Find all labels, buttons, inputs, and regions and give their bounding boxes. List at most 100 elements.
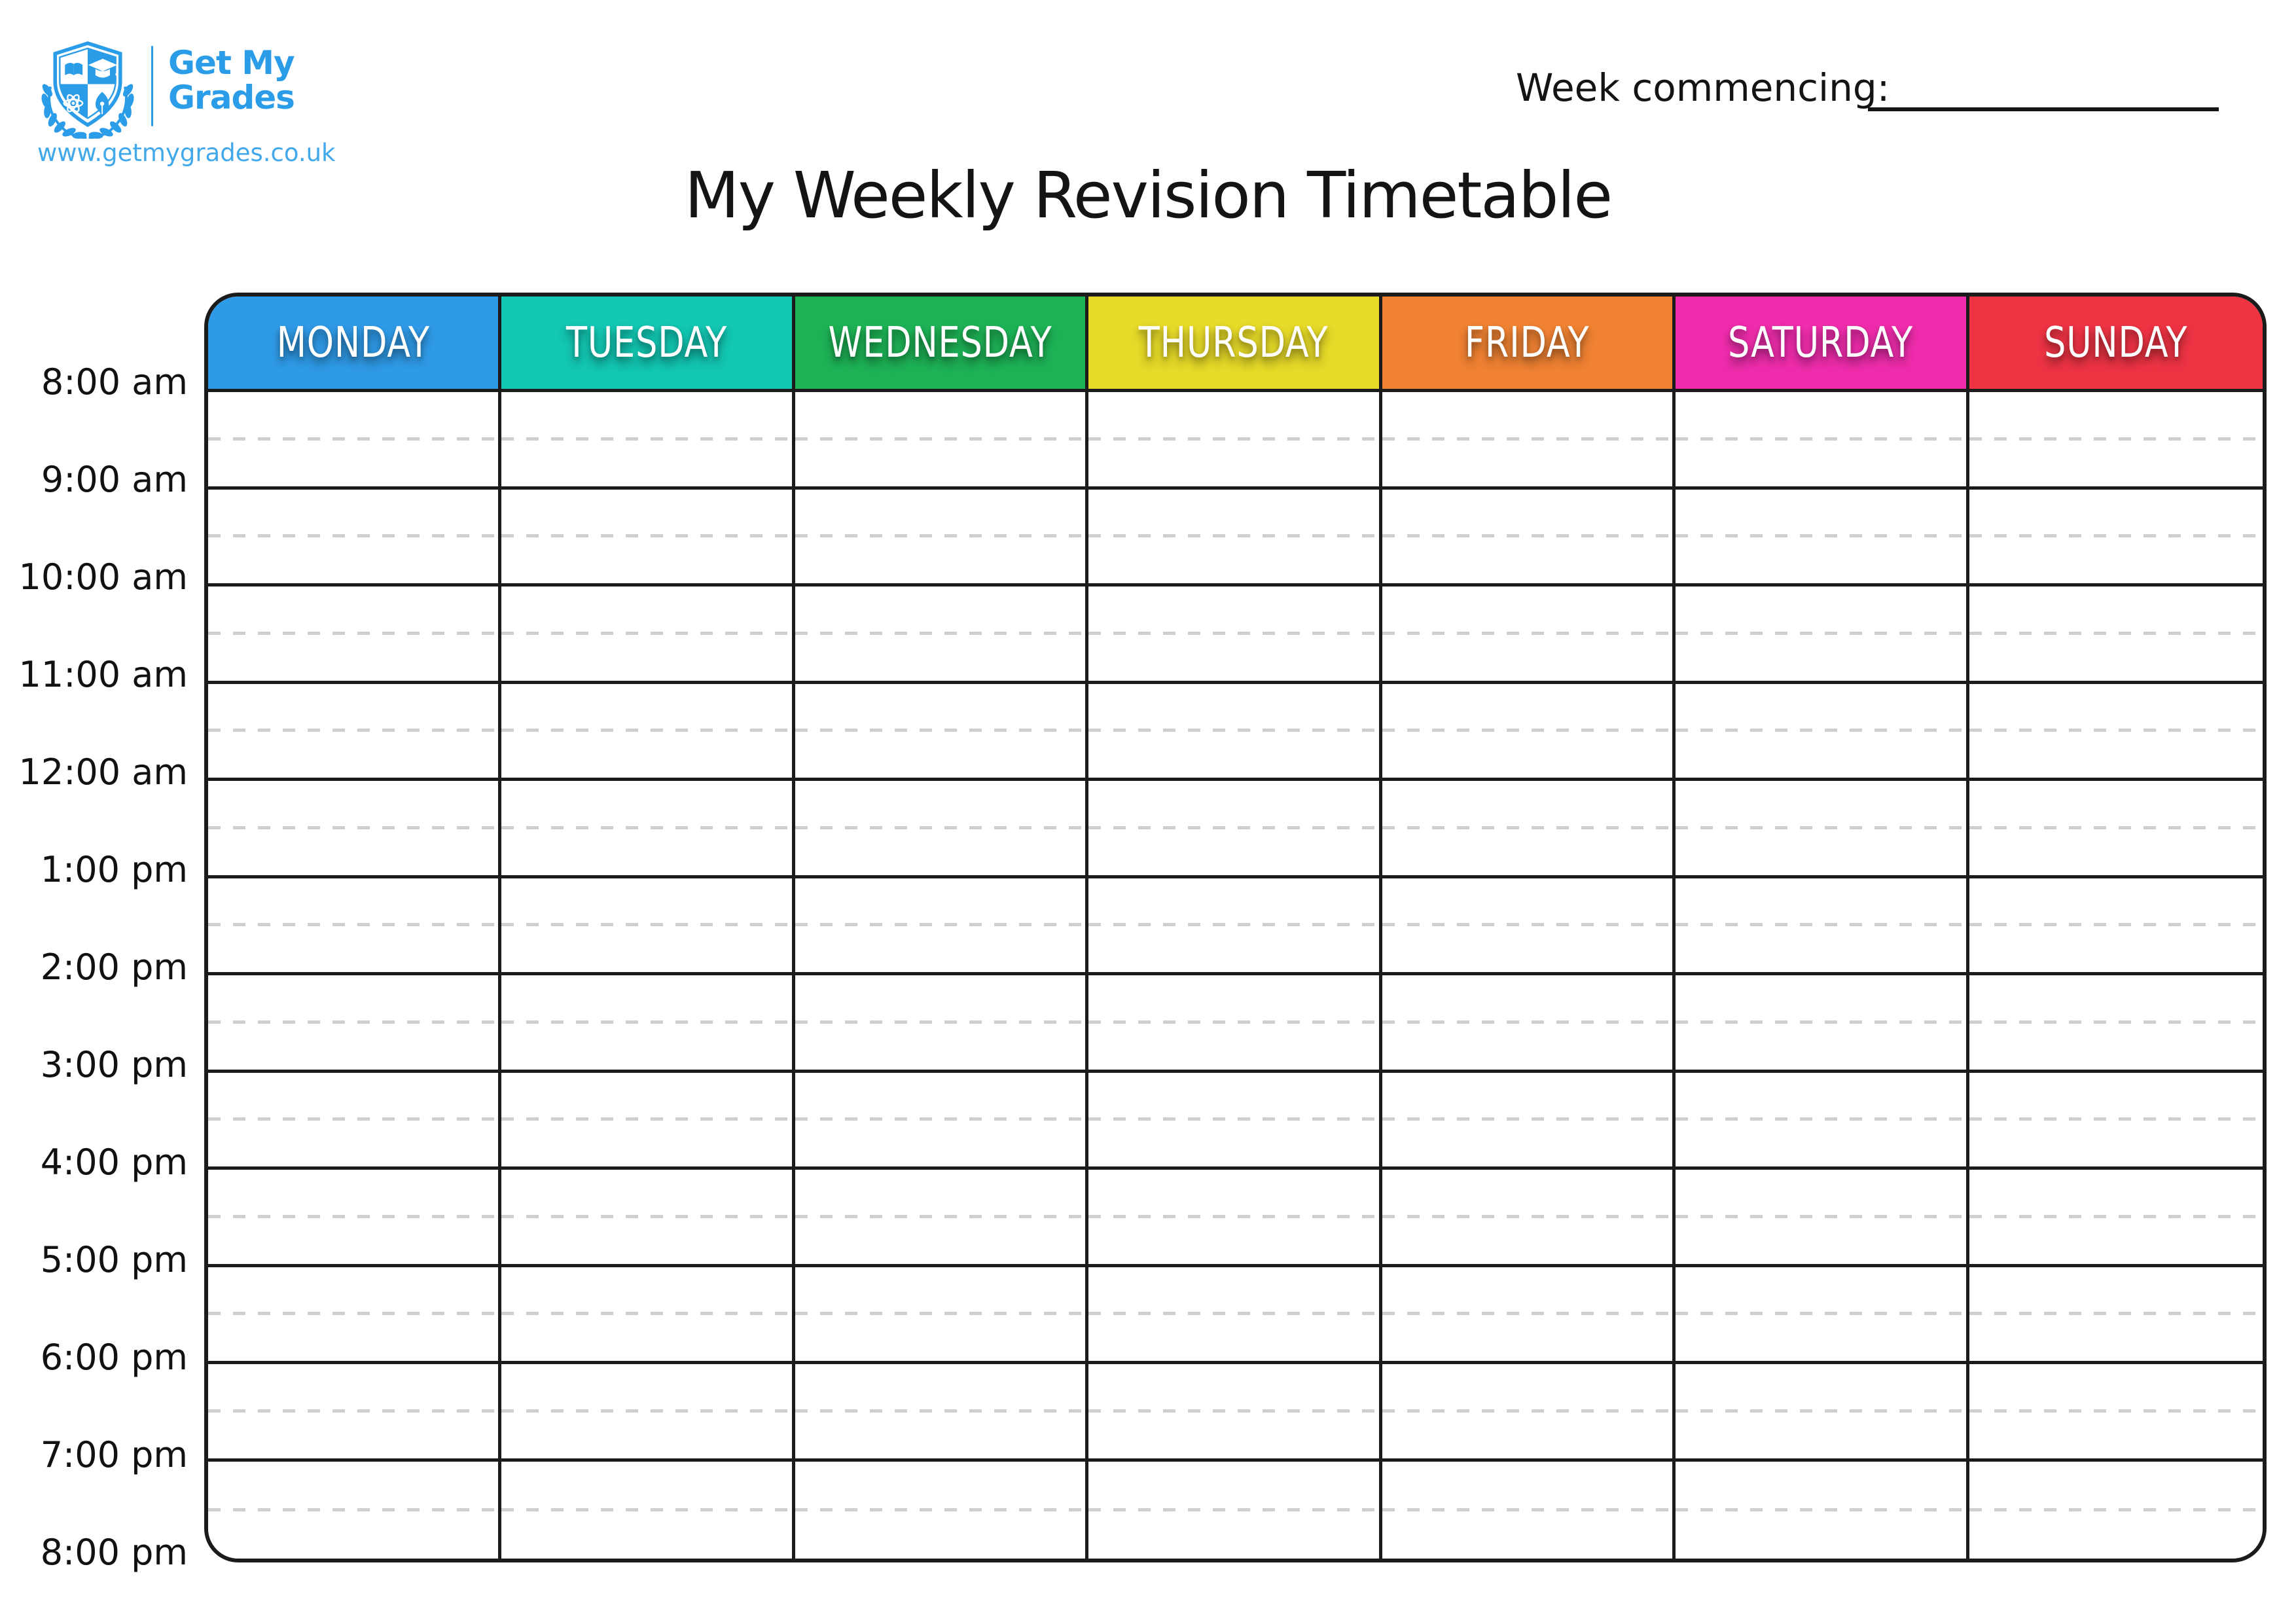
- slot-monday-hour11[interactable]: [208, 1461, 502, 1559]
- slot-friday-hour11[interactable]: [1382, 1461, 1676, 1559]
- graduation-cap-icon: [88, 58, 119, 78]
- slot-monday-hour9[interactable]: [208, 1267, 502, 1364]
- slot-sunday-hour10[interactable]: [1969, 1364, 2263, 1462]
- day-header-wednesday: WEDNESDAY: [795, 297, 1089, 389]
- slot-monday-hour1[interactable]: [208, 489, 502, 586]
- slot-thursday-hour7[interactable]: [1088, 1072, 1382, 1170]
- slot-tuesday-hour8[interactable]: [501, 1170, 795, 1267]
- slot-friday-hour6[interactable]: [1382, 975, 1676, 1073]
- slot-wednesday-hour11[interactable]: [795, 1461, 1089, 1559]
- slot-thursday-hour1[interactable]: [1088, 489, 1382, 586]
- slot-tuesday-hour5[interactable]: [501, 878, 795, 975]
- slot-saturday-hour0[interactable]: [1676, 392, 1969, 490]
- slot-friday-hour2[interactable]: [1382, 586, 1676, 684]
- slot-tuesday-hour6[interactable]: [501, 975, 795, 1073]
- day-header-row: MONDAY TUESDAY WEDNESDAY THURSDAY FRIDAY SATU…: [208, 297, 2263, 392]
- slot-wednesday-hour3[interactable]: [795, 683, 1089, 781]
- slot-tuesday-hour4[interactable]: [501, 781, 795, 878]
- slot-wednesday-hour0[interactable]: [795, 392, 1089, 490]
- brand-website: www.getmygrades.co.uk: [37, 139, 336, 167]
- slot-saturday-hour3[interactable]: [1676, 683, 1969, 781]
- slot-sunday-hour11[interactable]: [1969, 1461, 2263, 1559]
- slot-saturday-hour1[interactable]: [1676, 489, 1969, 586]
- slot-saturday-hour8[interactable]: [1676, 1170, 1969, 1267]
- day-label-thursday: THURSDAY: [1139, 318, 1329, 367]
- time-label-3-00-pm: 3:00 pm: [40, 1044, 188, 1085]
- slot-wednesday-hour7[interactable]: [795, 1072, 1089, 1170]
- slot-thursday-hour10[interactable]: [1088, 1364, 1382, 1462]
- slot-monday-hour10[interactable]: [208, 1364, 502, 1462]
- slot-tuesday-hour0[interactable]: [501, 392, 795, 490]
- slot-sunday-hour9[interactable]: [1969, 1267, 2263, 1364]
- slot-sunday-hour7[interactable]: [1969, 1072, 2263, 1170]
- slot-friday-hour1[interactable]: [1382, 489, 1676, 586]
- slot-friday-hour9[interactable]: [1382, 1267, 1676, 1364]
- atom-icon: [63, 94, 84, 113]
- day-label-tuesday: TUESDAY: [566, 318, 728, 367]
- slot-tuesday-hour11[interactable]: [501, 1461, 795, 1559]
- slot-monday-hour5[interactable]: [208, 878, 502, 975]
- slot-monday-hour3[interactable]: [208, 683, 502, 781]
- slot-saturday-hour5[interactable]: [1676, 878, 1969, 975]
- slot-sunday-hour6[interactable]: [1969, 975, 2263, 1073]
- slot-wednesday-hour8[interactable]: [795, 1170, 1089, 1267]
- slot-sunday-hour0[interactable]: [1969, 392, 2263, 490]
- shield-logo-icon: [41, 41, 134, 139]
- day-label-wednesday: WEDNESDAY: [828, 318, 1052, 367]
- slot-thursday-hour2[interactable]: [1088, 586, 1382, 684]
- slot-wednesday-hour10[interactable]: [795, 1364, 1089, 1462]
- slot-saturday-hour6[interactable]: [1676, 975, 1969, 1073]
- slot-thursday-hour0[interactable]: [1088, 392, 1382, 490]
- slot-monday-hour2[interactable]: [208, 586, 502, 684]
- time-gutter: 8:00 am 9:00 am 10:00 am 11:00 am 12:00 am 1:…: [0, 293, 188, 1595]
- slot-tuesday-hour3[interactable]: [501, 683, 795, 781]
- slot-thursday-hour8[interactable]: [1088, 1170, 1382, 1267]
- week-commencing-blank-line[interactable]: [1868, 107, 2219, 111]
- slot-monday-hour6[interactable]: [208, 975, 502, 1073]
- slot-friday-hour8[interactable]: [1382, 1170, 1676, 1267]
- slot-tuesday-hour9[interactable]: [501, 1267, 795, 1364]
- slot-friday-hour10[interactable]: [1382, 1364, 1676, 1462]
- slot-sunday-hour4[interactable]: [1969, 781, 2263, 878]
- slot-monday-hour4[interactable]: [208, 781, 502, 878]
- slot-friday-hour3[interactable]: [1382, 683, 1676, 781]
- slot-sunday-hour3[interactable]: [1969, 683, 2263, 781]
- logo-divider: [151, 46, 153, 126]
- slot-thursday-hour6[interactable]: [1088, 975, 1382, 1073]
- time-label-8-00-pm: 8:00 pm: [40, 1532, 188, 1573]
- slot-saturday-hour9[interactable]: [1676, 1267, 1969, 1364]
- slot-saturday-hour4[interactable]: [1676, 781, 1969, 878]
- slot-thursday-hour9[interactable]: [1088, 1267, 1382, 1364]
- slot-friday-hour7[interactable]: [1382, 1072, 1676, 1170]
- slot-sunday-hour1[interactable]: [1969, 489, 2263, 586]
- slot-friday-hour5[interactable]: [1382, 878, 1676, 975]
- slot-monday-hour0[interactable]: [208, 392, 502, 490]
- slot-tuesday-hour2[interactable]: [501, 586, 795, 684]
- slot-wednesday-hour6[interactable]: [795, 975, 1089, 1073]
- slot-wednesday-hour9[interactable]: [795, 1267, 1089, 1364]
- slot-thursday-hour5[interactable]: [1088, 878, 1382, 975]
- slot-tuesday-hour7[interactable]: [501, 1072, 795, 1170]
- day-header-tuesday: TUESDAY: [501, 297, 795, 389]
- slot-thursday-hour11[interactable]: [1088, 1461, 1382, 1559]
- slot-thursday-hour4[interactable]: [1088, 781, 1382, 878]
- slot-saturday-hour2[interactable]: [1676, 586, 1969, 684]
- slot-wednesday-hour4[interactable]: [795, 781, 1089, 878]
- slot-wednesday-hour5[interactable]: [795, 878, 1089, 975]
- slot-tuesday-hour10[interactable]: [501, 1364, 795, 1462]
- slot-wednesday-hour1[interactable]: [795, 489, 1089, 586]
- slot-sunday-hour5[interactable]: [1969, 878, 2263, 975]
- time-label-11-00-am: 11:00 am: [18, 654, 188, 695]
- slot-saturday-hour7[interactable]: [1676, 1072, 1969, 1170]
- slot-thursday-hour3[interactable]: [1088, 683, 1382, 781]
- slot-monday-hour8[interactable]: [208, 1170, 502, 1267]
- slot-monday-hour7[interactable]: [208, 1072, 502, 1170]
- slot-friday-hour4[interactable]: [1382, 781, 1676, 878]
- slot-sunday-hour2[interactable]: [1969, 586, 2263, 684]
- slot-saturday-hour10[interactable]: [1676, 1364, 1969, 1462]
- slot-saturday-hour11[interactable]: [1676, 1461, 1969, 1559]
- slot-wednesday-hour2[interactable]: [795, 586, 1089, 684]
- slot-friday-hour0[interactable]: [1382, 392, 1676, 490]
- slot-sunday-hour8[interactable]: [1969, 1170, 2263, 1267]
- slot-tuesday-hour1[interactable]: [501, 489, 795, 586]
